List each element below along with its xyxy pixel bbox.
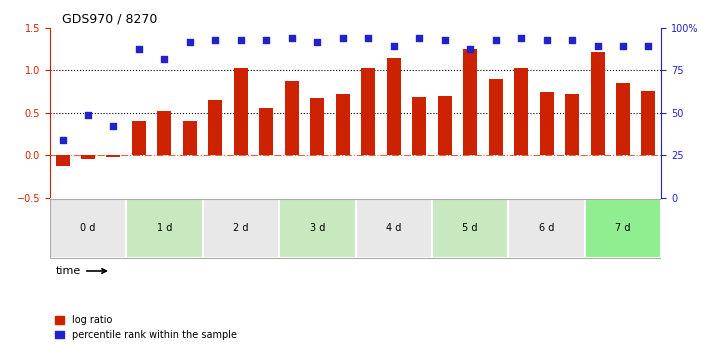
Bar — [387, 58, 401, 155]
Point — [643, 43, 654, 49]
Bar — [310, 98, 324, 155]
Bar — [361, 68, 375, 155]
Bar — [285, 81, 299, 155]
Bar — [157, 111, 171, 155]
Point — [57, 137, 68, 143]
Point — [592, 43, 603, 49]
Bar — [514, 68, 528, 155]
Point — [439, 38, 450, 43]
Legend: log ratio, percentile rank within the sample: log ratio, percentile rank within the sa… — [55, 315, 237, 340]
Bar — [412, 97, 426, 155]
FancyBboxPatch shape — [508, 199, 585, 258]
Point — [617, 43, 629, 49]
Point — [464, 46, 476, 52]
Point — [210, 38, 221, 43]
Bar — [55, 155, 70, 166]
Bar — [641, 91, 656, 155]
Bar — [616, 83, 630, 155]
Text: GDS970 / 8270: GDS970 / 8270 — [62, 12, 157, 25]
Bar — [81, 155, 95, 159]
Bar — [438, 96, 451, 155]
Point — [490, 38, 501, 43]
Text: 7 d: 7 d — [615, 224, 631, 234]
Text: time: time — [56, 266, 106, 276]
Text: 2 d: 2 d — [233, 224, 249, 234]
Bar — [540, 92, 554, 155]
Text: 5 d: 5 d — [462, 224, 478, 234]
Text: 4 d: 4 d — [386, 224, 402, 234]
FancyBboxPatch shape — [203, 199, 279, 258]
Point — [515, 35, 527, 41]
Bar — [260, 108, 273, 155]
Point — [311, 39, 323, 45]
Point — [82, 112, 94, 118]
Point — [567, 38, 578, 43]
Text: 3 d: 3 d — [309, 224, 325, 234]
FancyBboxPatch shape — [50, 199, 127, 258]
Text: 1 d: 1 d — [156, 224, 172, 234]
FancyBboxPatch shape — [279, 199, 356, 258]
Point — [159, 56, 170, 62]
Point — [541, 38, 552, 43]
FancyBboxPatch shape — [356, 199, 432, 258]
Point — [184, 39, 196, 45]
Point — [363, 35, 374, 41]
FancyBboxPatch shape — [585, 199, 661, 258]
FancyBboxPatch shape — [127, 199, 203, 258]
Bar — [107, 155, 120, 157]
Point — [414, 35, 425, 41]
Bar — [208, 100, 223, 155]
Point — [337, 35, 348, 41]
Bar — [234, 68, 248, 155]
Bar — [565, 94, 579, 155]
Bar — [132, 121, 146, 155]
Point — [388, 43, 400, 49]
Point — [133, 46, 144, 52]
Bar — [336, 94, 350, 155]
Bar — [488, 79, 503, 155]
Bar — [591, 52, 604, 155]
Point — [235, 38, 247, 43]
FancyBboxPatch shape — [432, 199, 508, 258]
Point — [108, 124, 119, 129]
Bar — [183, 121, 197, 155]
Text: 6 d: 6 d — [539, 224, 555, 234]
Point — [261, 38, 272, 43]
Text: 0 d: 0 d — [80, 224, 96, 234]
Point — [286, 35, 297, 41]
Bar — [463, 49, 477, 155]
